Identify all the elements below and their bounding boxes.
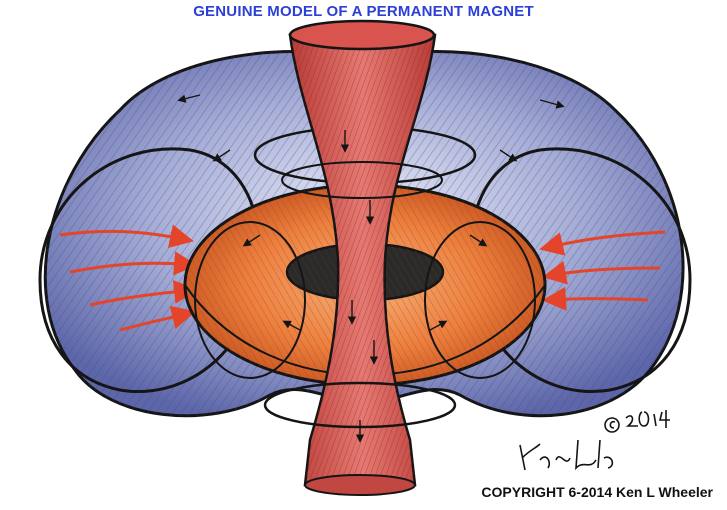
copyright-notice: COPYRIGHT 6-2014 Ken L Wheeler bbox=[481, 484, 713, 500]
artist-signature bbox=[519, 410, 670, 471]
page-title: GENUINE MODEL OF A PERMANENT MAGNET bbox=[193, 3, 534, 20]
flow-marks bbox=[177, 94, 565, 443]
field-arrows-right bbox=[539, 230, 666, 311]
field-arrows-left bbox=[59, 224, 198, 332]
